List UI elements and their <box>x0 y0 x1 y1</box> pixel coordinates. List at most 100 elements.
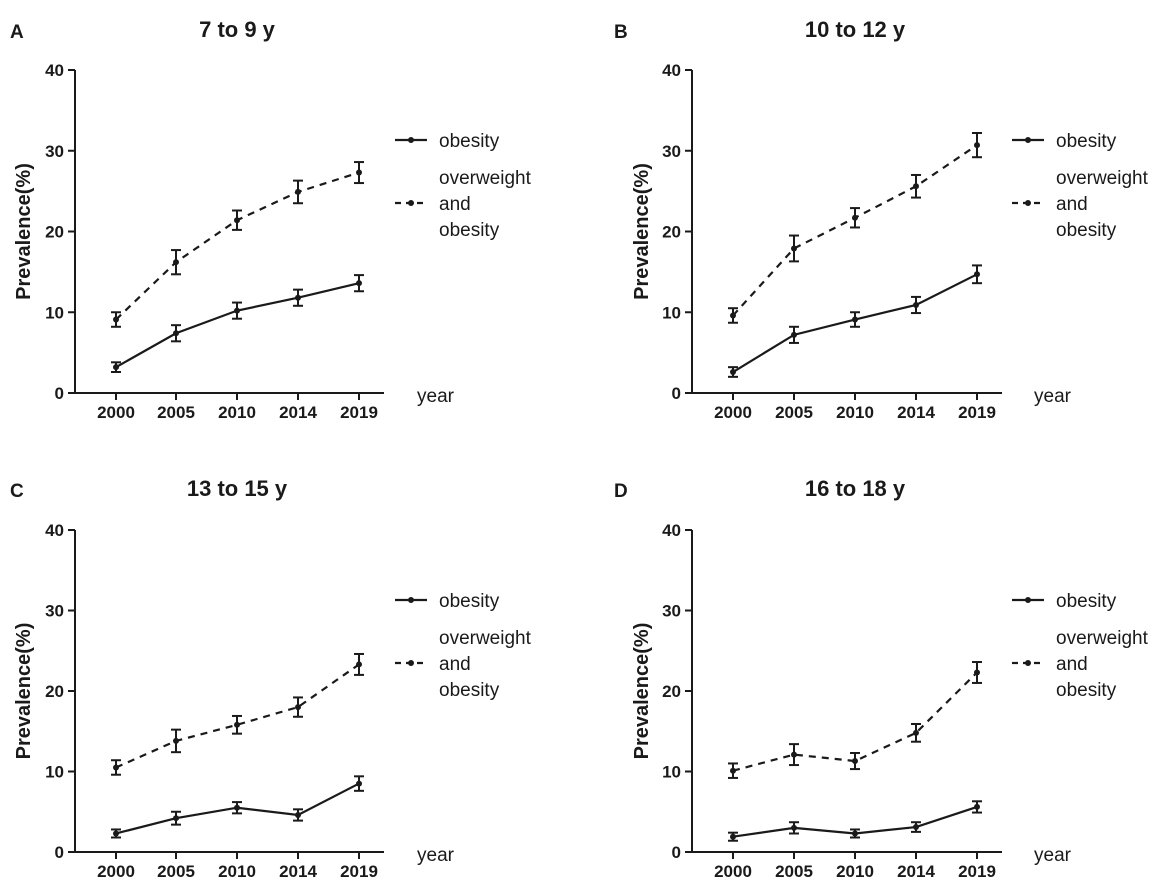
data-point <box>113 764 119 771</box>
data-point <box>295 811 301 818</box>
data-point <box>295 188 301 195</box>
x-tick-label: 2000 <box>97 862 135 881</box>
x-axis-label: year <box>417 386 455 407</box>
y-tick-label: 10 <box>662 763 681 782</box>
legend-label-and: and <box>439 194 471 215</box>
data-point <box>234 804 240 811</box>
x-tick-label: 2005 <box>775 403 813 422</box>
legend-label-obesity: obesity <box>1056 131 1117 152</box>
data-point <box>791 751 797 758</box>
y-tick-label: 30 <box>662 142 681 161</box>
y-tick-label: 40 <box>662 61 681 80</box>
legend-label-and: and <box>1056 194 1088 215</box>
data-point <box>852 316 858 323</box>
x-tick-label: 2019 <box>958 403 996 422</box>
y-tick-label: 20 <box>45 682 64 701</box>
series-line <box>732 671 978 772</box>
series-obesity <box>111 274 364 374</box>
panel-letter: B <box>614 22 628 43</box>
x-tick-label: 2010 <box>218 862 256 881</box>
data-point <box>356 661 362 668</box>
data-point <box>234 307 240 314</box>
data-point <box>974 142 980 149</box>
data-point <box>913 824 919 831</box>
legend-marker-overweight-obesity <box>408 200 414 206</box>
panel-title: 13 to 15 y <box>187 476 288 501</box>
legend-label-overweight: overweight <box>1056 628 1149 649</box>
legend-label-overweight: overweight <box>1056 168 1149 189</box>
data-point <box>356 780 362 787</box>
data-point <box>852 758 858 765</box>
legend: obesity overweight and obesity <box>1012 591 1149 701</box>
panel-letter: A <box>10 22 24 43</box>
y-tick-label: 40 <box>662 521 681 540</box>
panel-letter: D <box>614 481 628 502</box>
data-point <box>974 271 980 278</box>
panel-d: D 16 to 18 y 0 10 20 30 40 2000 2005 2010 2014 2019… <box>614 476 1149 881</box>
panel-b: B 10 to 12 y 0 10 20 30 40 2000 2005 2010 2014 2019… <box>614 17 1149 422</box>
panel-letter: C <box>10 481 24 502</box>
data-point <box>852 830 858 837</box>
legend-label-overweight: overweight <box>439 168 532 189</box>
data-point <box>913 183 919 190</box>
x-axis-label: year <box>1034 386 1072 407</box>
data-point <box>730 369 736 376</box>
x-tick-label: 2014 <box>897 862 935 881</box>
x-tick-label: 2005 <box>775 862 813 881</box>
legend-label-obesity-2: obesity <box>439 220 500 241</box>
data-point <box>974 669 980 676</box>
legend: obesity overweight and obesity <box>1012 131 1149 241</box>
data-point <box>852 214 858 221</box>
data-point <box>295 294 301 301</box>
data-point <box>913 729 919 736</box>
legend-marker-overweight-obesity <box>1025 200 1031 206</box>
y-tick-label: 40 <box>45 521 64 540</box>
x-tick-label: 2010 <box>836 862 874 881</box>
x-axis-label: year <box>1034 845 1072 866</box>
data-point <box>730 833 736 840</box>
y-tick-label: 30 <box>662 602 681 621</box>
data-point <box>791 824 797 831</box>
series-line <box>115 663 360 769</box>
y-tick-label: 0 <box>55 384 64 403</box>
series-overweight-and-obesity <box>728 661 982 779</box>
x-tick-label: 2014 <box>279 403 317 422</box>
y-tick-label: 0 <box>672 384 681 403</box>
legend-marker-obesity <box>1025 137 1031 143</box>
y-tick-label: 30 <box>45 602 64 621</box>
x-tick-label: 2000 <box>714 403 752 422</box>
data-point <box>913 301 919 308</box>
legend: obesity overweight and obesity <box>395 591 532 701</box>
data-point <box>730 312 736 319</box>
x-tick-label: 2005 <box>157 403 195 422</box>
series-line <box>732 144 978 317</box>
legend-marker-obesity <box>1025 597 1031 603</box>
y-tick-label: 20 <box>662 223 681 242</box>
data-point <box>295 704 301 711</box>
legend-label-obesity: obesity <box>439 131 500 152</box>
legend: obesity overweight and obesity <box>395 131 532 241</box>
legend-label-obesity-2: obesity <box>439 680 500 701</box>
data-point <box>113 364 119 371</box>
y-tick-label: 20 <box>45 223 64 242</box>
panel-title: 16 to 18 y <box>805 476 906 501</box>
legend-label-and: and <box>1056 654 1088 675</box>
legend-marker-overweight-obesity <box>408 660 414 666</box>
series-line <box>115 171 360 321</box>
series-line <box>115 282 360 369</box>
legend-label-obesity: obesity <box>1056 591 1117 612</box>
x-tick-label: 2010 <box>218 403 256 422</box>
data-point <box>791 245 797 252</box>
panel-title: 10 to 12 y <box>805 17 906 42</box>
series-overweight-and-obesity <box>111 161 364 328</box>
panel-a: A 7 to 9 y 0 10 20 30 40 2000 2005 2010 2014 2019 ye… <box>10 17 532 422</box>
data-point <box>356 280 362 287</box>
data-point <box>173 815 179 822</box>
data-point <box>173 330 179 337</box>
data-point <box>113 316 119 323</box>
x-axis-label: year <box>417 845 455 866</box>
x-tick-label: 2019 <box>340 403 378 422</box>
y-tick-label: 30 <box>45 142 64 161</box>
y-tick-label: 0 <box>672 843 681 862</box>
legend-label-overweight: overweight <box>439 628 532 649</box>
